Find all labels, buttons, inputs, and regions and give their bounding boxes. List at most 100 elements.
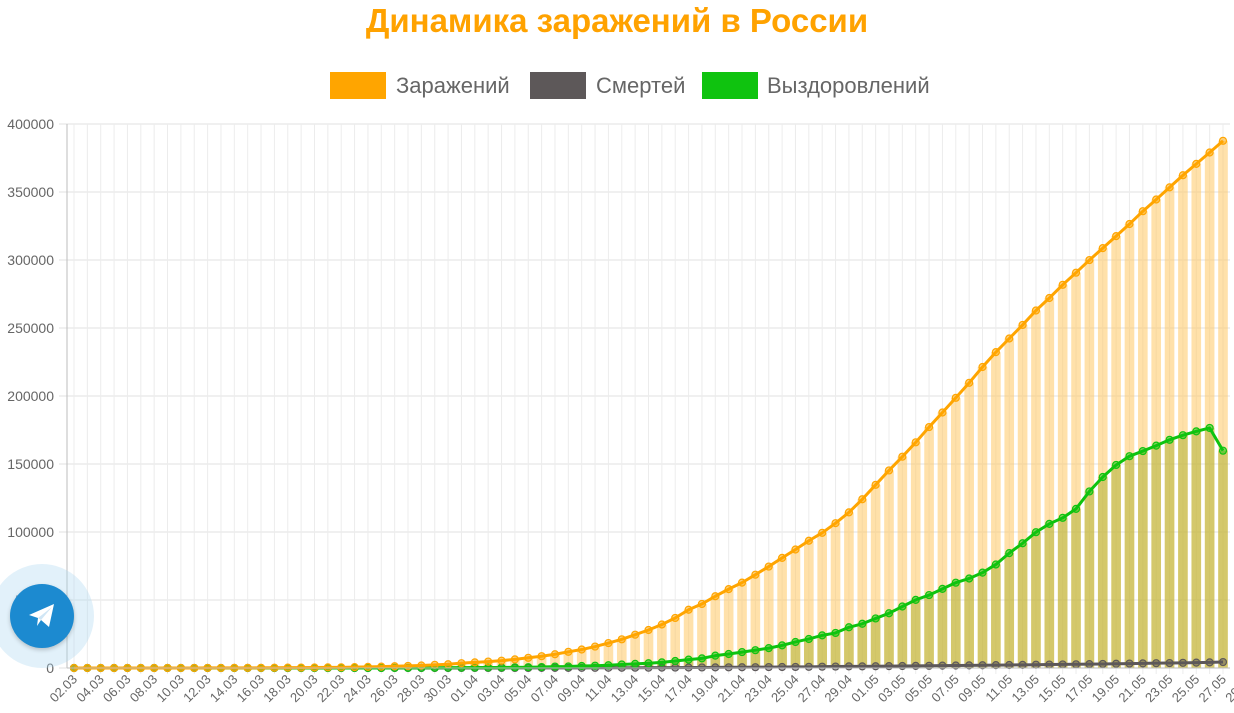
point-infections	[884, 466, 894, 475]
point-recoveries	[1192, 427, 1201, 436]
point-deaths	[804, 662, 813, 671]
x-tick-label: 02.03	[47, 672, 81, 706]
point-deaths	[791, 662, 800, 672]
point-infections	[631, 630, 640, 639]
bar-infections	[897, 456, 908, 668]
bar-infections	[790, 549, 801, 668]
bar-infections	[950, 397, 961, 668]
x-tick-label: 17.04	[661, 672, 695, 706]
bar-recoveries	[1044, 523, 1055, 668]
bar-infections	[777, 557, 787, 668]
x-tick-label: 12.03	[180, 672, 214, 706]
point-recoveries	[1005, 549, 1014, 558]
point-recoveries	[564, 662, 573, 671]
bar-recoveries	[924, 595, 934, 668]
point-recoveries	[1058, 513, 1067, 522]
bar-infections	[857, 499, 868, 668]
point-infections	[1178, 171, 1188, 180]
point-deaths	[1071, 660, 1081, 669]
point-infections	[871, 480, 880, 489]
point-infections	[671, 613, 680, 623]
y-tick-label: 250000	[7, 320, 54, 336]
point-infections	[430, 660, 439, 669]
point-infections	[1005, 334, 1014, 343]
point-recoveries	[791, 637, 800, 647]
point-infections	[657, 620, 666, 629]
bar-infections	[563, 651, 574, 668]
point-infections	[684, 605, 693, 614]
x-tick-label: 05.04	[501, 672, 535, 706]
point-deaths	[1218, 657, 1228, 667]
legend-item[interactable]: Смертей	[530, 72, 685, 99]
x-tick-label: 15.05	[1035, 672, 1069, 706]
x-tick-label: 06.03	[100, 672, 134, 706]
bar-infections	[1071, 272, 1081, 668]
point-deaths	[1138, 659, 1147, 668]
legend-swatch	[530, 72, 586, 99]
point-infections	[1045, 293, 1054, 303]
legend[interactable]: Заражений Смертей Выздоровлений	[330, 72, 930, 99]
point-deaths	[1085, 660, 1094, 669]
telegram-share-button[interactable]	[0, 564, 94, 668]
point-infections	[991, 348, 1000, 357]
bar-infections	[1191, 163, 1202, 669]
bar-infections	[870, 484, 881, 668]
legend-item[interactable]: Выздоровлений	[702, 72, 930, 99]
point-recoveries	[1138, 446, 1147, 456]
legend-swatch	[702, 72, 758, 99]
y-tick-label: 0	[46, 660, 54, 676]
x-tick-label: 22.03	[314, 672, 348, 706]
bar-infections	[964, 382, 974, 668]
point-recoveries	[684, 655, 693, 664]
x-tick-label: 30.03	[421, 672, 455, 706]
point-recoveries	[1045, 519, 1054, 528]
point-infections	[577, 645, 586, 654]
point-recoveries	[1205, 423, 1214, 433]
y-tick-label: 200000	[7, 388, 54, 404]
bar-recoveries	[870, 618, 881, 668]
bar-infections	[910, 442, 921, 668]
bar-recoveries	[857, 623, 868, 668]
bar-infections	[1004, 338, 1015, 668]
point-infections	[978, 362, 987, 372]
bar-recoveries	[977, 572, 988, 668]
x-tick-label: 18.03	[260, 672, 294, 706]
point-recoveries	[550, 662, 560, 671]
bar-infections	[830, 523, 841, 668]
x-tick-label: 03.04	[474, 672, 508, 706]
point-recoveries	[858, 619, 867, 628]
bar-infections	[643, 630, 654, 668]
point-recoveries	[617, 660, 626, 669]
point-deaths	[1018, 660, 1027, 669]
point-infections	[484, 657, 493, 666]
point-infections	[417, 661, 426, 670]
point-infections	[804, 536, 813, 545]
telegram-button-circle[interactable]	[10, 584, 74, 648]
point-infections	[363, 662, 373, 671]
point-infections	[590, 642, 600, 651]
x-tick-label: 19.05	[1089, 672, 1123, 706]
point-infections	[791, 545, 800, 554]
legend-label: Заражений	[396, 73, 510, 98]
x-tick-label: 25.05	[1169, 672, 1203, 706]
bar-recoveries	[910, 599, 921, 668]
point-deaths	[697, 663, 707, 672]
point-recoveries	[1165, 435, 1174, 444]
point-deaths	[1178, 658, 1188, 667]
point-recoveries	[1178, 431, 1188, 440]
bar-infections	[1017, 324, 1028, 668]
point-recoveries	[737, 647, 747, 657]
point-infections	[457, 659, 466, 668]
point-infections	[644, 625, 653, 635]
bar-infections	[1138, 211, 1148, 668]
bar-recoveries	[1151, 445, 1162, 668]
point-infections	[337, 663, 346, 672]
bar-infections	[576, 649, 587, 668]
x-tick-label: 03.05	[875, 672, 909, 706]
legend-item[interactable]: Заражений	[330, 72, 510, 99]
point-deaths	[1045, 660, 1054, 669]
point-deaths	[764, 662, 773, 672]
x-tick-label: 27.04	[795, 672, 829, 706]
x-tick-label: 17.05	[1062, 672, 1096, 706]
bar-recoveries	[1031, 532, 1041, 668]
